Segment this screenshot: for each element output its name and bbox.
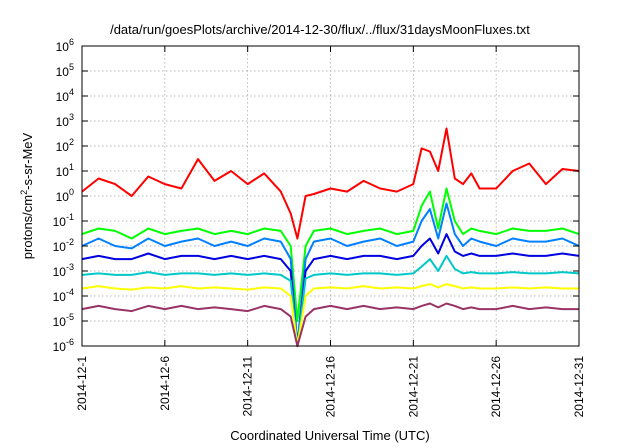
series-line-4	[81, 233, 580, 347]
y-tick-label: 10-3	[53, 262, 74, 279]
y-tick-label: 100	[56, 187, 74, 204]
plot-frame	[81, 45, 580, 347]
series-line-7	[81, 302, 579, 347]
series-line-3	[81, 202, 580, 347]
y-tick-label: 10-1	[53, 212, 74, 229]
y-tick-label: 10-5	[53, 312, 74, 329]
grid-lines	[82, 46, 579, 346]
y-tick-label: 103	[56, 112, 74, 129]
chart-title: /data/run/goesPlots/archive/2014-12-30/f…	[110, 22, 530, 37]
y-tick-label: 104	[56, 87, 74, 104]
y-tick-label: 10-2	[53, 237, 74, 254]
y-tick-label: 10-6	[53, 337, 74, 354]
x-tick-label: 2014-12-26	[489, 356, 503, 418]
x-tick-label: 2014-12-1	[75, 356, 89, 411]
x-tick-label: 2014-12-16	[324, 356, 338, 418]
x-tick-label: 2014-12-6	[158, 356, 172, 411]
y-tick-label: 102	[56, 137, 74, 154]
y-tick-labels: 10-6 10-5 10-4 10-3 10-2 10-1 100 101 102 103 104 1…	[53, 37, 74, 354]
series-line-5	[81, 254, 580, 347]
x-tick-labels: 2014-12-1 2014-12-6 2014-12-11 2014-12-16 20…	[75, 356, 586, 418]
x-tick-label: 2014-12-21	[406, 356, 420, 418]
x-axis-label: Coordinated Universal Time (UTC)	[230, 428, 429, 443]
series-lines	[81, 127, 580, 347]
y-tick-label: 105	[56, 62, 74, 79]
x-tick-label: 2014-12-31	[572, 356, 586, 418]
series-line-6	[81, 283, 579, 347]
series-line-2	[81, 187, 580, 322]
y-tick-label: 106	[56, 37, 74, 54]
series-line-1	[81, 127, 580, 240]
y-axis-label: protons/cm2-s-sr-MeV	[19, 132, 35, 259]
y-tick-label: 10-4	[53, 287, 74, 304]
y-tick-label: 101	[56, 162, 74, 179]
x-tick-label: 2014-12-11	[241, 356, 255, 417]
